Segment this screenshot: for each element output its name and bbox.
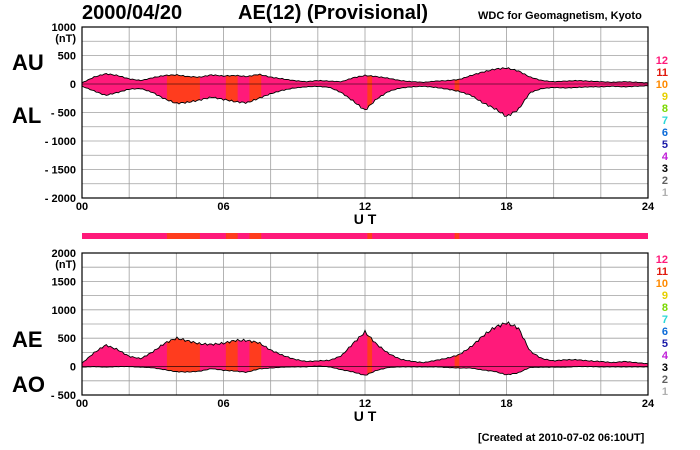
series-line-ao [81, 365, 649, 376]
area-station-segment [225, 68, 238, 117]
legend-station-count: 9 [662, 91, 668, 103]
station-count-bar [82, 233, 648, 239]
plot-frame [81, 252, 649, 396]
area-station-segment [367, 322, 373, 376]
station-count-bar-segment [454, 233, 460, 239]
x-tick-label: 06 [217, 398, 229, 410]
area-station-segment [367, 68, 373, 117]
x-tick-label: 00 [76, 201, 88, 213]
legend-station-count: 5 [662, 338, 668, 350]
legend-station-count: 10 [656, 79, 668, 91]
x-tick-label: 24 [642, 201, 655, 213]
station-count-bar-segment [225, 233, 238, 239]
area-station-segment [249, 322, 262, 376]
x-tick-label: 06 [217, 201, 229, 213]
series-line-au [81, 67, 649, 84]
chart-date: 2000/04/20 [82, 2, 183, 24]
y-tick-label: 500 [58, 333, 76, 345]
legend-station-count: 11 [656, 67, 668, 79]
legend-station-count: 3 [662, 362, 668, 374]
legend-station-count: 6 [662, 326, 668, 338]
y-tick-label: 1000 [52, 22, 76, 34]
y-tick-label: - 500 [51, 108, 76, 120]
y-axis-unit: (nT) [55, 33, 76, 45]
station-count-bar-segment [249, 233, 262, 239]
y-tick-label: 0 [70, 79, 76, 91]
x-tick-label: 18 [500, 398, 512, 410]
legend-station-count: 7 [662, 115, 668, 127]
y-tick-label: - 1000 [45, 136, 76, 148]
legend-station-count: 7 [662, 314, 668, 326]
area-station-segment [249, 68, 262, 117]
legend-station-count: 8 [662, 103, 668, 115]
legend-station-count: 4 [662, 151, 669, 163]
y-tick-label: 500 [58, 51, 76, 63]
station-count-bar-segment [166, 233, 200, 239]
plot-frame [81, 26, 649, 199]
legend-station-count: 11 [656, 266, 668, 278]
y-tick-label: 1000 [52, 305, 76, 317]
series-line-ae [81, 321, 649, 365]
legend-station-count: 3 [662, 163, 668, 175]
legend-station-count: 12 [656, 55, 668, 67]
legend-station-count: 2 [662, 175, 668, 187]
created-timestamp: [Created at 2010-07-02 06:10UT] [478, 432, 645, 444]
legend-station-count: 6 [662, 127, 668, 139]
x-axis-label: U T [354, 211, 377, 227]
legend-station-count: 5 [662, 139, 668, 151]
legend-station-count: 10 [656, 278, 668, 290]
x-tick-label: 18 [500, 201, 512, 213]
legend-station-count: 4 [662, 350, 669, 362]
label-ao: AO [12, 372, 45, 397]
legend-station-count: 12 [656, 254, 668, 266]
legend-station-count: 1 [662, 187, 668, 199]
label-al: AL [12, 103, 42, 128]
y-tick-label: - 500 [51, 390, 76, 402]
station-count-bar-segment [367, 233, 373, 239]
series-area-au-al [82, 68, 648, 117]
x-tick-label: 00 [76, 398, 88, 410]
legend-station-count: 8 [662, 302, 668, 314]
data-source: WDC for Geomagnetism, Kyoto [478, 10, 642, 22]
y-tick-label: 1500 [52, 276, 76, 288]
legend-station-count: 1 [662, 386, 668, 398]
x-tick-label: 12 [359, 201, 371, 213]
chart-title: AE(12) (Provisional) [238, 2, 429, 24]
y-tick-label: 0 [70, 362, 76, 374]
y-tick-label: - 1500 [45, 165, 76, 177]
legend-station-count: 9 [662, 290, 668, 302]
label-ae: AE [12, 327, 43, 352]
label-au: AU [12, 50, 44, 75]
y-tick-label: 2000 [52, 248, 76, 260]
y-tick-label: - 2000 [45, 193, 76, 205]
series-area-ae-ao [82, 322, 648, 376]
y-axis-unit: (nT) [55, 259, 76, 271]
legend-station-count: 2 [662, 374, 668, 386]
x-axis-label: U T [354, 408, 377, 424]
series-line-al [81, 85, 649, 117]
area-station-segment [225, 322, 238, 376]
x-tick-label: 12 [359, 398, 371, 410]
x-tick-label: 24 [642, 398, 655, 410]
